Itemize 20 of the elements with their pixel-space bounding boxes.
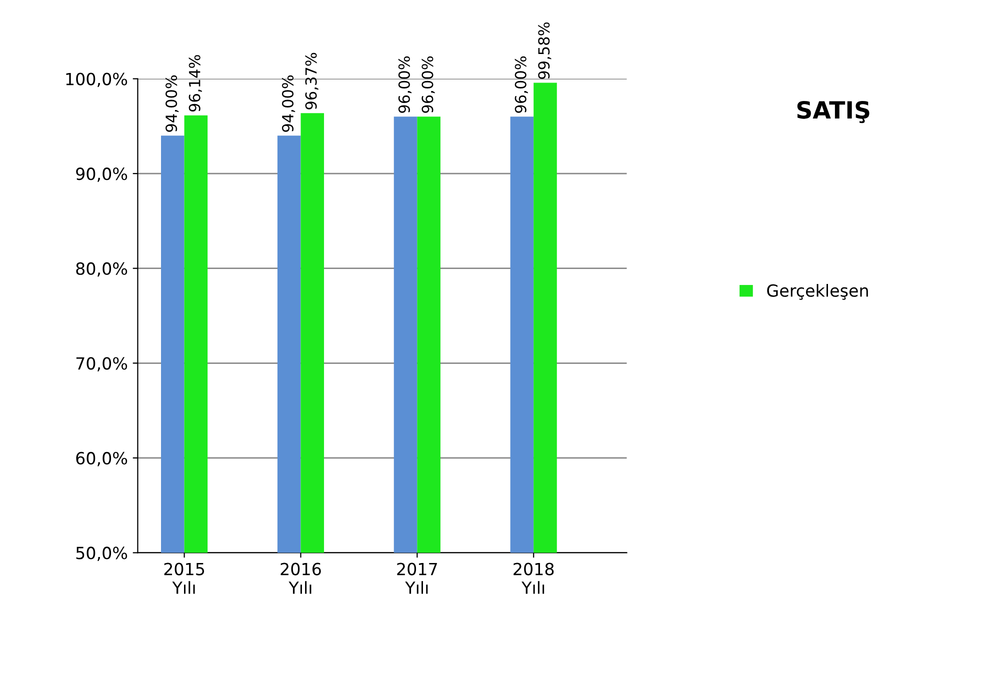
x-tick-label: 2018 Yılı xyxy=(514,562,554,594)
data-label: 94,00% xyxy=(282,75,296,132)
x-tick-label: 2015 Yılı xyxy=(164,562,204,594)
y-tick-label: 90,0% xyxy=(76,168,128,182)
y-tick-label: 100,0% xyxy=(66,72,128,88)
data-label: 94,00% xyxy=(166,75,179,132)
data-label: 96,00% xyxy=(398,56,412,113)
x-tick-label: 2016 Yılı xyxy=(280,562,321,594)
data-label: 96,00% xyxy=(514,56,528,113)
data-label: 96,37% xyxy=(305,52,318,110)
data-label: 99,58% xyxy=(538,22,552,79)
x-tick-label: 2017 Yılı xyxy=(397,562,437,594)
data-label: 96,14% xyxy=(188,55,202,112)
text: SATIŞ xyxy=(797,100,870,124)
data-label: 96,00% xyxy=(422,56,435,113)
y-tick-label: 80,0% xyxy=(76,262,128,277)
legend-label: Gerçekleşen xyxy=(767,284,868,300)
y-tick-label: 60,0% xyxy=(76,452,128,466)
y-tick-label: 50,0% xyxy=(76,546,128,561)
y-tick-label: 70,0% xyxy=(76,357,128,372)
